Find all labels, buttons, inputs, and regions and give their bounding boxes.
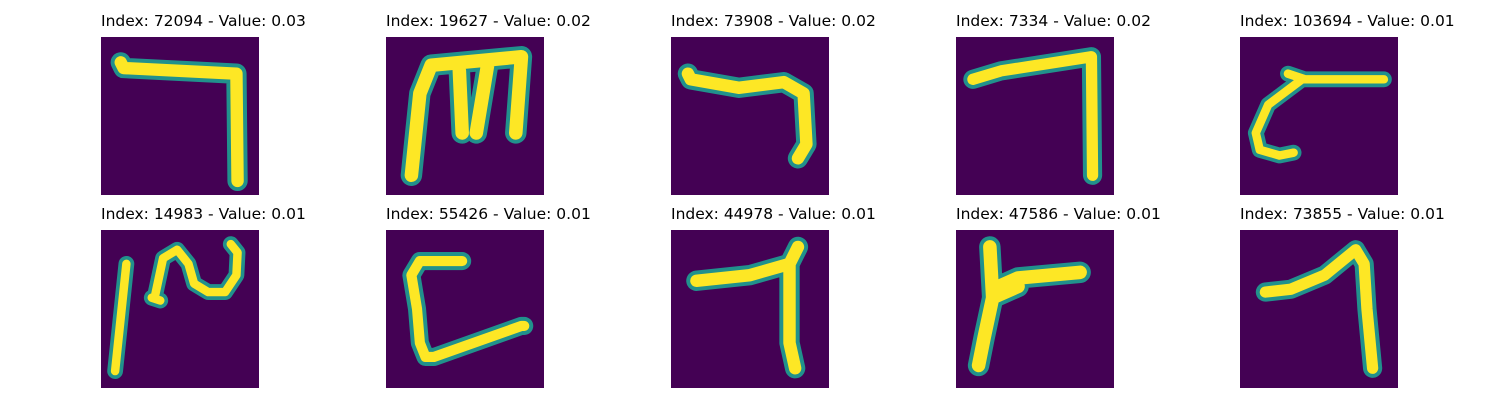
digit-wave-icon [101,230,259,388]
panel-5: Index: 103694 - Value: 0.01 [1240,12,1455,197]
panel-title: Index: 7334 - Value: 0.02 [956,12,1151,30]
panel-9: Index: 47586 - Value: 0.01 [956,205,1161,390]
digit-7-icon [101,37,259,195]
panel-10: Index: 73855 - Value: 0.01 [1240,205,1445,390]
digit-7-icon [956,37,1114,195]
digit-7-icon [1240,230,1398,388]
panel-4: Index: 7334 - Value: 0.02 [956,12,1151,197]
panel-title: Index: 103694 - Value: 0.01 [1240,12,1455,30]
panel-8: Index: 44978 - Value: 0.01 [671,205,876,390]
digit-t-icon [956,230,1114,388]
panel-title: Index: 47586 - Value: 0.01 [956,205,1161,223]
panel-title: Index: 19627 - Value: 0.02 [386,12,591,30]
panel-3: Index: 73908 - Value: 0.02 [671,12,876,197]
panel-6: Index: 14983 - Value: 0.01 [101,205,306,390]
panel-7: Index: 55426 - Value: 0.01 [386,205,591,390]
digit-curve-icon [1240,37,1398,195]
panel-title: Index: 73855 - Value: 0.01 [1240,205,1445,223]
digit-7-icon [671,37,829,195]
digit-m-icon [386,37,544,195]
panel-2: Index: 19627 - Value: 0.02 [386,12,591,197]
panel-title: Index: 72094 - Value: 0.03 [101,12,306,30]
panel-title: Index: 44978 - Value: 0.01 [671,205,876,223]
panel-title: Index: 55426 - Value: 0.01 [386,205,591,223]
panel-1: Index: 72094 - Value: 0.03 [101,12,306,197]
digit-c-icon [386,230,544,388]
panel-title: Index: 14983 - Value: 0.01 [101,205,306,223]
digit-7-icon [671,230,829,388]
panel-title: Index: 73908 - Value: 0.02 [671,12,876,30]
